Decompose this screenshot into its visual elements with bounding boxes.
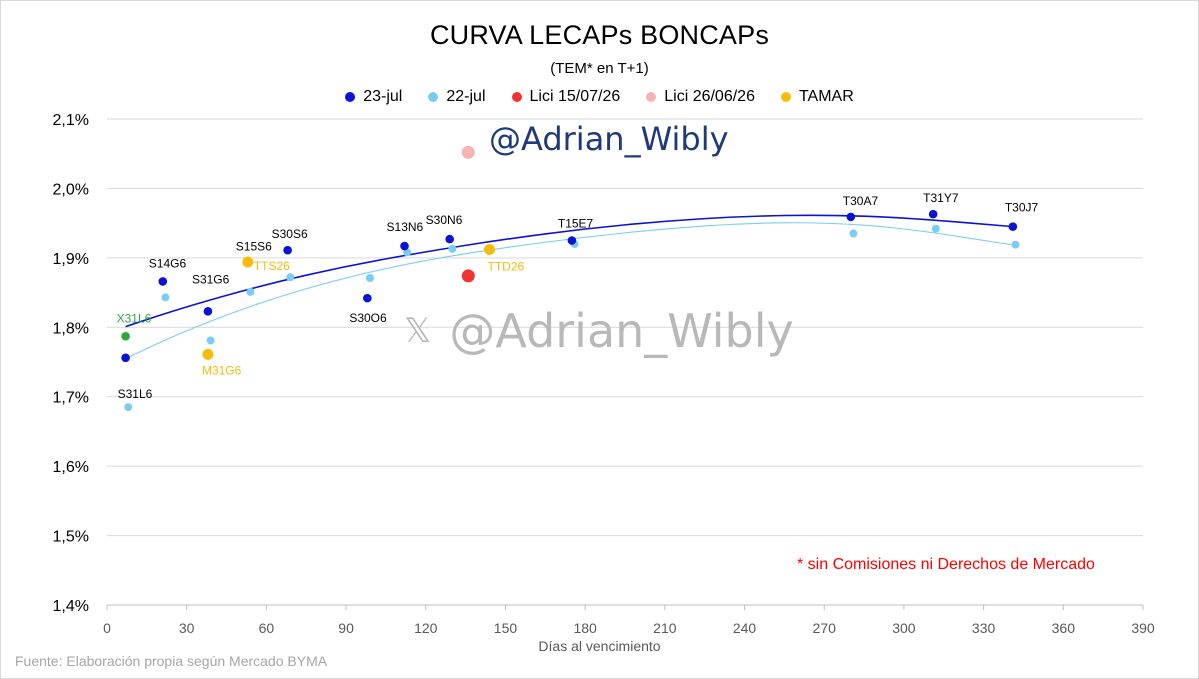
data-point (461, 145, 475, 159)
point-label: TTS26 (254, 259, 290, 273)
watermark-handle-top: @Adrian_Wibly (489, 120, 729, 158)
data-point (567, 236, 577, 245)
point-label: T31Y7 (923, 191, 959, 205)
data-point (484, 244, 496, 256)
legend-label: Lici 26/06/26 (664, 88, 755, 105)
point-label: M31G6 (202, 363, 242, 377)
x-tick-label: 120 (414, 620, 438, 636)
legend-item-lici-26-06-26: Lici 26/06/26 (646, 88, 755, 106)
point-label: S31L6 (118, 387, 153, 401)
data-point (121, 332, 130, 341)
legend-label: 23-jul (363, 88, 403, 105)
data-point (121, 353, 130, 363)
point-label: S13N6 (387, 220, 424, 234)
data-point (928, 209, 938, 219)
data-point (448, 244, 457, 253)
chart-legend: 23-jul 22-jul Lici 15/07/26 Lici 26/06/2… (0, 88, 1199, 106)
point-label: TTD26 (488, 260, 525, 274)
footnote-disclaimer: * sin Comisiones ni Derechos de Mercado (797, 556, 1095, 573)
data-point (846, 212, 856, 222)
legend-label: Lici 15/07/26 (529, 88, 621, 105)
legend-marker (428, 92, 439, 102)
y-tick-label: 1,9% (53, 251, 89, 268)
x-axis-label: Días al vencimiento (538, 638, 661, 654)
point-label: S30N6 (426, 213, 463, 227)
data-point (363, 293, 372, 303)
point-label: X31L6 (117, 311, 152, 325)
y-tick-label: 1,4% (53, 598, 89, 615)
legend-marker (511, 92, 522, 102)
y-tick-label: 1,7% (53, 390, 89, 407)
legend-marker (646, 92, 657, 102)
legend-label: 22-jul (446, 88, 486, 105)
x-tick-label: 0 (103, 620, 111, 636)
x-tick-label: 210 (653, 620, 677, 636)
data-point (158, 277, 168, 286)
watermark-handle-text: @Adrian_Wibly (449, 304, 794, 358)
data-point (286, 273, 295, 282)
data-point (400, 241, 409, 251)
data-point (206, 336, 215, 345)
source-note: Fuente: Elaboración propia según Mercado… (15, 653, 328, 669)
x-tick-label: 150 (494, 620, 518, 636)
data-point (445, 234, 454, 244)
point-label: T30J7 (1005, 201, 1039, 215)
point-label: S30S6 (272, 227, 308, 241)
y-tick-label: 1,5% (53, 529, 89, 546)
chart-title: CURVA LECAPs BONCAPs (429, 20, 770, 50)
legend-item-tamar: TAMAR (780, 88, 854, 106)
y-tick-label: 1,8% (53, 320, 89, 337)
x-logo-icon: 𝕏 (404, 311, 432, 351)
legend-item-23-jul: 23-jul (345, 88, 402, 106)
y-tick-label: 1,6% (53, 459, 89, 476)
point-label: T15E7 (558, 217, 594, 231)
data-point (849, 229, 858, 238)
data-point (161, 293, 170, 302)
data-point (931, 224, 940, 233)
data-point (461, 269, 475, 283)
data-point (202, 348, 214, 360)
data-point (124, 403, 133, 412)
x-tick-label: 360 (1052, 620, 1076, 636)
trendline-22-jul (125, 222, 1016, 360)
point-label: S31G6 (192, 272, 230, 286)
x-tick-label: 60 (259, 620, 275, 636)
y-tick-label: 2,1% (53, 112, 89, 129)
point-label: T30A7 (843, 194, 879, 208)
x-tick-label: 90 (338, 620, 354, 636)
x-tick-label: 270 (813, 620, 837, 636)
data-point (246, 287, 255, 296)
data-point (203, 307, 213, 316)
point-label: S30O6 (349, 311, 387, 325)
legend-item-22-jul: 22-jul (428, 88, 486, 106)
x-tick-label: 330 (972, 620, 996, 636)
data-point (365, 273, 374, 282)
data-point (242, 256, 254, 268)
data-point (1008, 222, 1018, 231)
data-point (283, 245, 292, 255)
x-tick-label: 300 (892, 620, 916, 636)
data-point (1011, 240, 1020, 249)
point-label: S14G6 (149, 256, 187, 270)
legend-marker (345, 92, 356, 102)
x-tick-label: 180 (573, 620, 597, 636)
legend-label: TAMAR (798, 88, 854, 105)
watermark-handle-center: 𝕏 @Adrian_Wibly (404, 304, 794, 358)
y-tick-label: 2,0% (53, 181, 89, 198)
chart-subtitle: (TEM* en T+1) (550, 60, 649, 77)
trendline-23-jul (125, 214, 1013, 328)
point-label: S15S6 (236, 240, 272, 254)
legend-item-lici-15-07-26: Lici 15/07/26 (511, 88, 621, 106)
legend-marker (780, 92, 791, 102)
x-tick-label: 30 (179, 620, 195, 636)
x-tick-label: 390 (1131, 620, 1155, 636)
x-tick-label: 240 (733, 620, 757, 636)
